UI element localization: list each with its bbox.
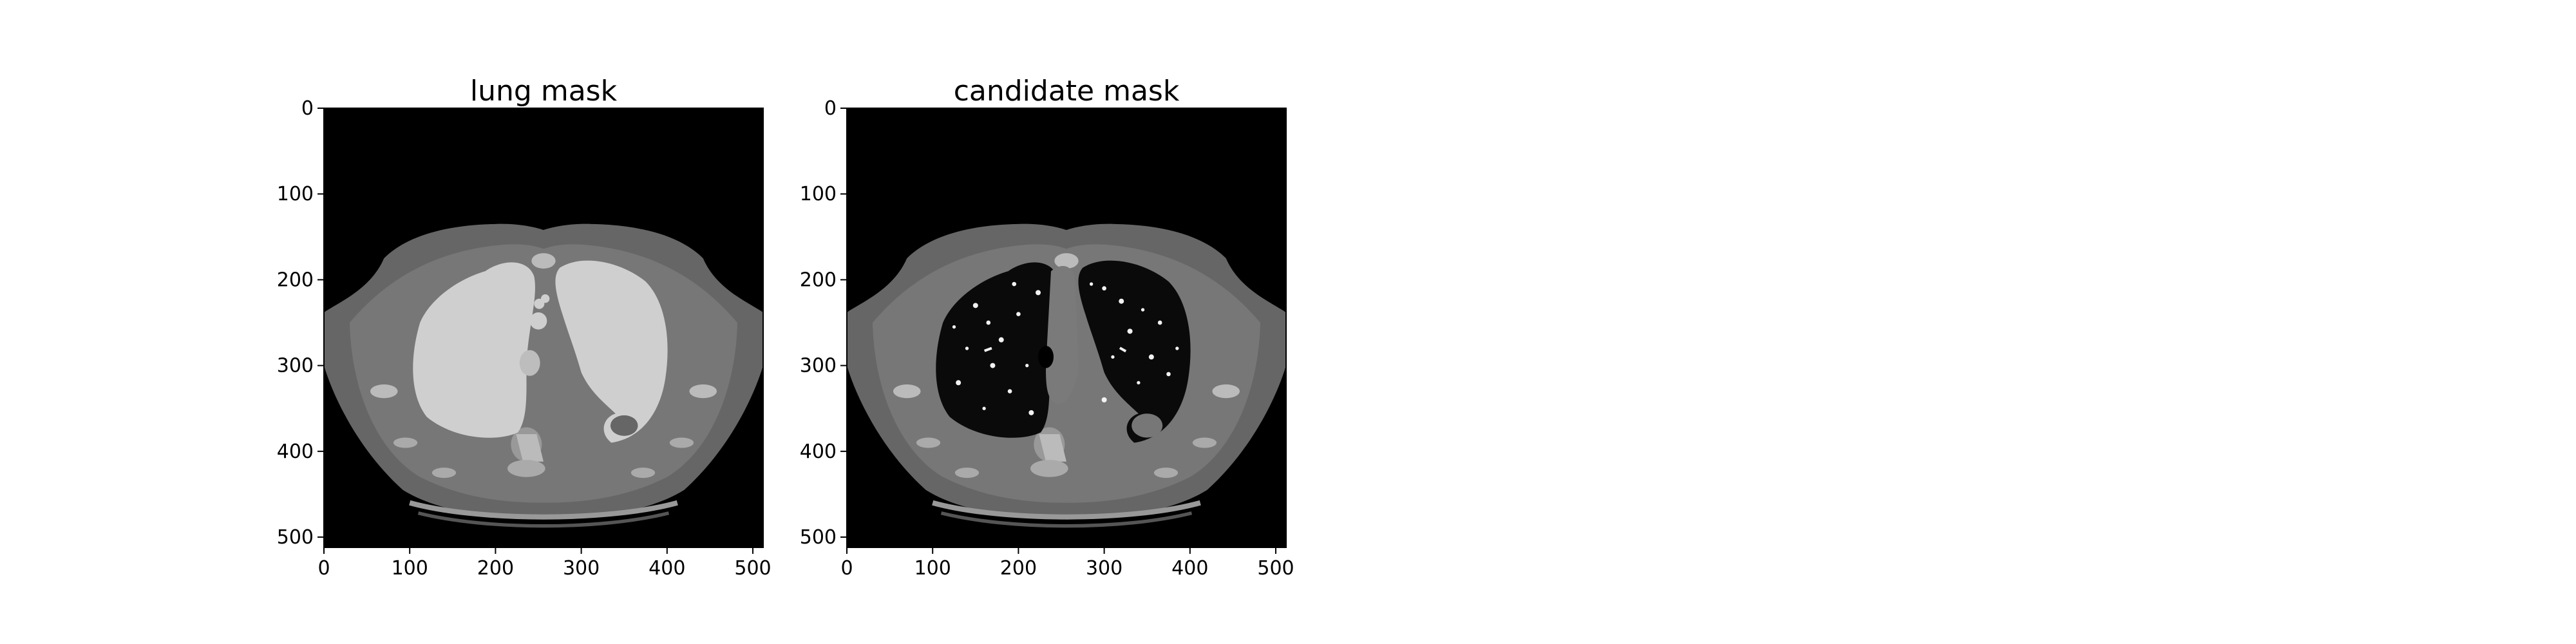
x-tick-label: 500 (1257, 557, 1294, 580)
y-tick-label: 500 (277, 526, 314, 549)
panel-title-candidate-mask: candidate mask (954, 75, 1180, 108)
y-tick-label: 0 (824, 97, 837, 120)
x-tick-label: 200 (1000, 557, 1037, 580)
y-tick-label: 100 (277, 183, 314, 205)
x-tick-label: 100 (914, 557, 951, 580)
y-tick-label: 400 (277, 440, 314, 463)
x-tick-label: 400 (1171, 557, 1208, 580)
ct-image-lung-mask (324, 108, 763, 547)
x-tick-label: 200 (477, 557, 514, 580)
panel-candidate-mask: candidate mask (847, 75, 1286, 547)
y-tick-label: 300 (277, 355, 314, 377)
y-tick-label: 200 (800, 269, 837, 291)
y-tick-label: 300 (800, 355, 837, 377)
x-tick-label: 100 (392, 557, 428, 580)
x-tick-label: 300 (563, 557, 600, 580)
ct-image-candidate-mask (847, 108, 1286, 547)
x-tick-label: 500 (734, 557, 771, 580)
y-tick-label: 0 (301, 97, 314, 120)
y-tick-label: 100 (800, 183, 837, 205)
x-tick-label: 0 (317, 557, 330, 580)
y-tick-label: 500 (800, 526, 837, 549)
panel-title-lung-mask: lung mask (470, 75, 618, 108)
y-tick-label: 200 (277, 269, 314, 291)
panel-lung-mask: lung mask (324, 75, 763, 547)
x-tick-label: 0 (840, 557, 853, 580)
y-tick-label: 400 (800, 440, 837, 463)
candidate-dots (952, 281, 1179, 415)
x-tick-label: 300 (1086, 557, 1122, 580)
x-tick-label: 400 (649, 557, 685, 580)
